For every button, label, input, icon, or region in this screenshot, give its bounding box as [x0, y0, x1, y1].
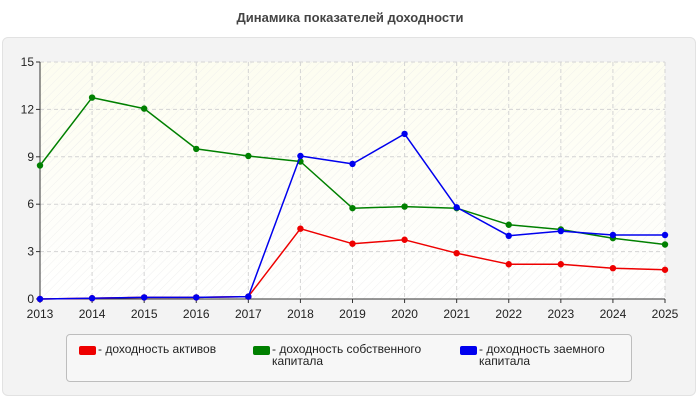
- x-tick-label: 2015: [131, 307, 158, 321]
- legend-label-assets: - доходность активов: [98, 342, 217, 356]
- tick-labels: 0 3 6 9 12 15 2013 2014 2015 2016 2017 2018 2019 2020…: [21, 55, 679, 321]
- data-point-debt: [609, 231, 617, 239]
- data-point-equity: [140, 105, 148, 112]
- data-point-assets: [349, 240, 356, 247]
- x-tick-label: 2013: [27, 307, 54, 321]
- data-point-assets: [401, 236, 408, 243]
- x-tick-label: 2022: [495, 307, 522, 321]
- data-point-equity: [245, 152, 252, 160]
- data-point-debt: [140, 294, 148, 301]
- data-point-assets: [297, 225, 304, 232]
- data-point-assets: [505, 261, 512, 268]
- x-tick-label: 2018: [287, 307, 314, 321]
- data-point-assets: [453, 249, 460, 257]
- data-point-debt: [245, 293, 252, 300]
- y-tick-label: 6: [27, 197, 34, 211]
- x-tick-label: 2021: [443, 307, 470, 321]
- x-tick-label: 2014: [79, 307, 106, 321]
- data-point-debt: [88, 295, 96, 302]
- data-point-debt: [505, 232, 512, 239]
- legend-item-equity: - доходность собственного капитала: [253, 343, 453, 367]
- data-point-assets: [609, 264, 617, 272]
- data-point-debt: [453, 204, 460, 211]
- legend-label-equity: - доходность собственного капитала: [272, 342, 422, 368]
- legend-item-assets: - доходность активов: [79, 343, 249, 355]
- data-point-debt: [36, 295, 44, 303]
- grid: [40, 61, 666, 299]
- legend-swatch-assets: [79, 346, 96, 355]
- y-tick-label: 9: [27, 150, 34, 164]
- data-point-equity: [505, 221, 512, 228]
- x-tick-label: 2020: [391, 307, 418, 321]
- x-tick-label: 2019: [339, 307, 366, 321]
- y-tick-label: 12: [21, 102, 35, 116]
- legend-item-debt: - доходность заемного капитала: [460, 343, 630, 367]
- data-point-debt: [349, 160, 356, 168]
- data-point-debt: [297, 152, 304, 160]
- chart-title: Динамика показателей доходности: [236, 10, 464, 25]
- y-tick-label: 0: [27, 292, 34, 306]
- data-point-assets: [557, 261, 565, 268]
- data-point-debt: [557, 227, 565, 235]
- series-debt: [36, 130, 669, 303]
- legend: - доходность активов - доходность собств…: [66, 334, 632, 382]
- data-point-equity: [88, 94, 96, 101]
- x-tick-label: 2016: [183, 307, 210, 321]
- data-point-equity: [401, 203, 408, 210]
- data-point-equity: [193, 145, 200, 153]
- legend-swatch-debt: [460, 346, 477, 355]
- data-point-debt: [401, 130, 408, 138]
- y-tick-label: 15: [21, 55, 35, 69]
- y-tick-label: 3: [27, 245, 34, 259]
- data-point-equity: [36, 162, 44, 169]
- x-tick-label: 2025: [652, 307, 679, 321]
- x-tick-label: 2024: [600, 307, 627, 321]
- data-point-debt: [193, 294, 200, 301]
- data-point-debt: [661, 231, 669, 239]
- x-tick-label: 2023: [547, 307, 574, 321]
- legend-swatch-equity: [253, 346, 270, 355]
- series: [36, 94, 669, 303]
- data-point-equity: [661, 241, 669, 248]
- data-point-assets: [661, 266, 669, 273]
- x-tick-label: 2017: [235, 307, 262, 321]
- legend-label-debt: - доходность заемного капитала: [479, 342, 605, 368]
- data-point-equity: [349, 204, 356, 212]
